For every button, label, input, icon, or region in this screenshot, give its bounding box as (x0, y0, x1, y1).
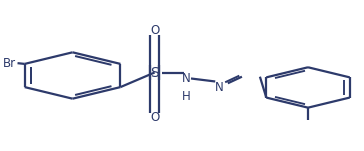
Text: N: N (182, 72, 191, 85)
Text: S: S (150, 66, 159, 80)
Text: H: H (182, 90, 191, 103)
Text: Br: Br (3, 57, 16, 70)
Text: N: N (214, 81, 223, 94)
Text: O: O (150, 24, 159, 37)
Text: O: O (150, 111, 159, 124)
